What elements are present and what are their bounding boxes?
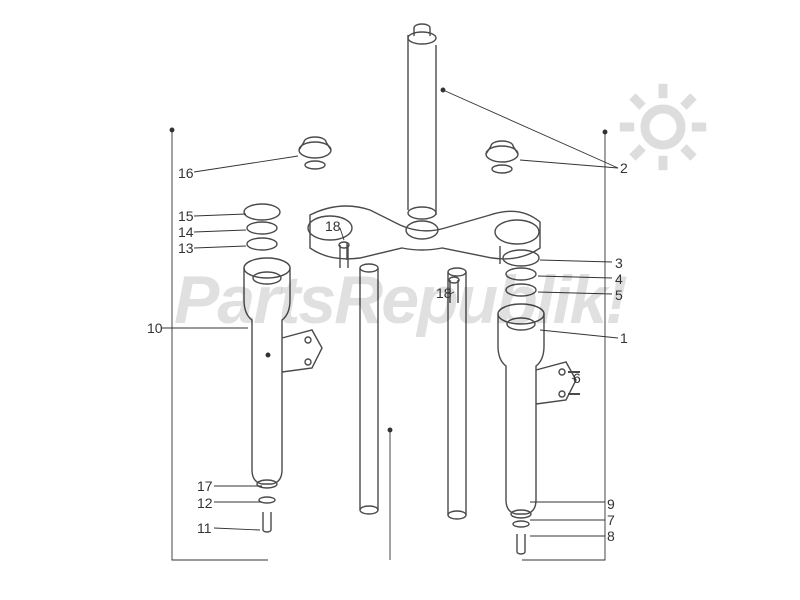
right-inner-tube	[448, 268, 466, 519]
label-8: 8	[607, 528, 615, 544]
right-fork-leg	[486, 141, 580, 554]
label-18b: 18	[436, 285, 452, 301]
label-16: 16	[178, 165, 194, 181]
label-12: 12	[197, 495, 213, 511]
label-2: 2	[620, 160, 628, 176]
label-9: 9	[607, 496, 615, 512]
label-14: 14	[178, 224, 194, 240]
label-13: 13	[178, 240, 194, 256]
label-18a: 18	[325, 218, 341, 234]
label-7: 7	[607, 512, 615, 528]
label-5: 5	[615, 287, 623, 303]
left-fork-leg	[244, 137, 331, 532]
label-6: 6	[573, 370, 581, 386]
left-inner-tube	[360, 264, 378, 514]
label-15: 15	[178, 208, 194, 224]
watermark-gear-icon	[618, 82, 708, 172]
steering-stem	[408, 24, 436, 219]
label-10: 10	[147, 320, 163, 336]
label-17: 17	[197, 478, 213, 494]
label-4: 4	[615, 271, 623, 287]
label-11: 11	[197, 520, 212, 536]
label-3: 3	[615, 255, 623, 271]
label-1: 1	[620, 330, 628, 346]
